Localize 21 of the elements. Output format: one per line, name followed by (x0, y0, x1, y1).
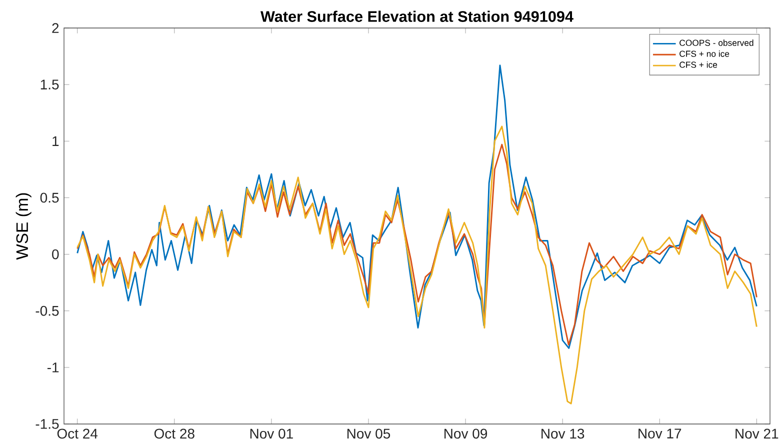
y-tick-label: 0.5 (40, 192, 59, 203)
y-axis-title: WSE (m) (16, 193, 32, 260)
x-tick-label: Nov 01 (250, 428, 293, 439)
legend-label: CFS + no ice (680, 50, 730, 57)
x-tick-label: Nov 17 (638, 428, 682, 438)
x-tick-label: Nov 13 (542, 428, 584, 439)
x-tick-label: Oct 28 (154, 428, 194, 439)
x-tick-label: Nov 21 (736, 428, 778, 439)
y-tick-label: -1 (47, 362, 59, 372)
y-tick-label: 1 (52, 136, 59, 146)
y-tick-label: 2 (52, 23, 59, 33)
legend-label: COOPS - observed (680, 40, 754, 46)
chart-title: Water Surface Elevation at Station 9491094 (260, 10, 574, 22)
x-tick-label: Oct 24 (57, 428, 98, 439)
x-tick-label: Nov 09 (444, 428, 488, 439)
y-tick-label: -0.5 (36, 306, 59, 316)
legend-label: CFS + ice (680, 61, 718, 68)
x-tick-label: Nov 05 (347, 428, 390, 439)
y-tick-label: 1.5 (40, 80, 59, 90)
y-tick-label: -1.5 (36, 419, 59, 429)
y-tick-label: 0 (52, 249, 59, 260)
